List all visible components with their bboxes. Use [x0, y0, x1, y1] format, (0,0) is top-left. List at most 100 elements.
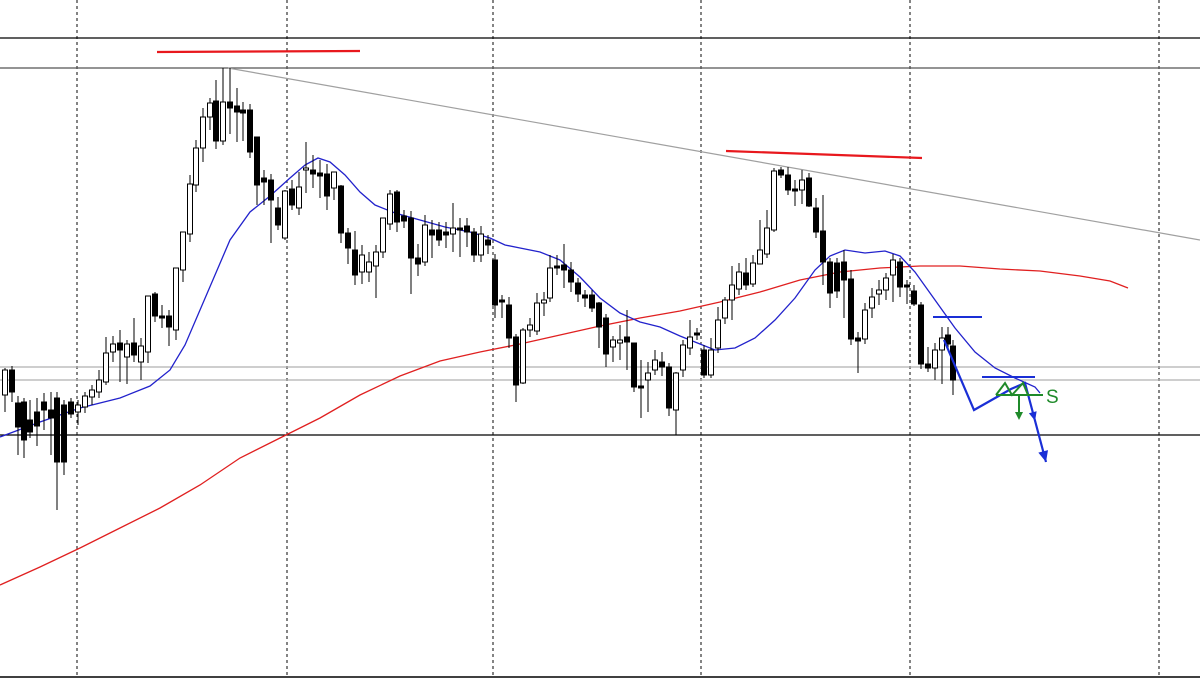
bullish-candle-body — [89, 389, 95, 398]
candle — [708, 338, 714, 378]
bearish-candle-body — [15, 402, 21, 428]
bullish-candle-body — [478, 233, 484, 256]
bearish-candle-body — [429, 229, 435, 236]
candle — [939, 327, 945, 384]
candle — [862, 303, 868, 344]
candle — [945, 327, 951, 350]
bullish-candle-body — [610, 339, 616, 348]
candle — [303, 142, 309, 193]
bearish-candle-body — [234, 105, 240, 113]
bullish-candle-body — [869, 296, 875, 309]
vertical-grid — [76, 0, 1160, 678]
slow-moving-average — [0, 265, 1129, 586]
candle — [729, 266, 735, 320]
candle — [324, 164, 330, 210]
bearish-candle-body — [631, 342, 637, 388]
candle — [27, 400, 33, 438]
candle — [541, 292, 547, 316]
bullish-candle-body — [450, 227, 456, 235]
descending-trendline — [227, 67, 1200, 241]
candle — [932, 343, 938, 380]
bearish-candle-body — [152, 293, 158, 317]
bullish-candle-body — [883, 277, 889, 291]
bearish-candle-body — [568, 269, 574, 283]
bearish-candle-body — [471, 231, 477, 256]
bearish-candle-body — [324, 173, 330, 197]
bullish-candle-body — [138, 345, 144, 363]
bullish-candle-body — [876, 289, 882, 295]
candle — [561, 244, 567, 288]
bearish-candle-body — [694, 332, 700, 336]
candle — [820, 195, 826, 285]
candle — [254, 136, 260, 205]
candle — [911, 285, 917, 306]
candle — [624, 310, 630, 370]
bullish-candle-body — [715, 319, 721, 349]
bearish-candle-body — [213, 100, 219, 142]
bearish-candle-body — [61, 404, 67, 463]
bullish-candle-body — [890, 259, 896, 276]
red-level-markers — [156, 49, 923, 160]
bearish-candle-body — [554, 265, 560, 269]
bullish-candle-body — [373, 251, 379, 267]
bearish-candle-body — [352, 249, 358, 276]
candle — [806, 173, 812, 207]
candle — [200, 108, 206, 162]
candle — [124, 340, 130, 384]
candle — [145, 295, 151, 363]
candle — [547, 255, 553, 302]
bullish-candle-body — [103, 352, 109, 383]
green-down-arrow-icon — [1015, 412, 1023, 420]
candle — [408, 211, 414, 294]
bearish-candle-body — [485, 239, 491, 246]
bullish-candle-body — [547, 267, 553, 299]
candle — [282, 190, 288, 240]
candle — [513, 334, 519, 402]
candle — [380, 217, 386, 258]
bullish-candle-body — [645, 372, 651, 381]
candle — [96, 370, 102, 398]
bullish-candle-body — [673, 372, 679, 411]
candle — [534, 293, 540, 335]
bearish-candle-body — [275, 207, 281, 226]
candle — [764, 210, 770, 258]
candle — [275, 197, 281, 230]
candle — [492, 254, 498, 318]
bullish-candle-body — [124, 343, 130, 358]
bearish-candle-body — [638, 385, 644, 389]
candle — [54, 392, 60, 510]
bullish-candle-body — [303, 167, 309, 171]
candle — [317, 160, 323, 198]
bullish-candle-body — [187, 183, 193, 235]
candle — [897, 258, 903, 297]
bearish-candle-body — [394, 191, 400, 223]
candle — [925, 347, 931, 372]
projected-path — [942, 339, 1048, 463]
candle — [673, 372, 679, 435]
candle — [596, 302, 602, 348]
candle — [834, 258, 840, 298]
candle — [575, 278, 581, 302]
bullish-candle-body — [534, 302, 540, 332]
bullish-candle-body — [207, 102, 213, 118]
bearish-candle-body — [582, 294, 588, 299]
down-arrow-icon — [1028, 411, 1037, 421]
candle — [890, 254, 896, 302]
bearish-candle-body — [401, 215, 407, 222]
bearish-candle-body — [261, 177, 267, 183]
candle — [610, 336, 616, 362]
candle — [82, 392, 88, 413]
candle — [680, 340, 686, 377]
bearish-candle-body — [904, 284, 910, 288]
bearish-candle-body — [743, 272, 749, 286]
candle — [345, 228, 351, 264]
bullish-candle-body — [736, 271, 742, 290]
candle — [401, 210, 407, 228]
bullish-candle-body — [200, 116, 206, 149]
bearish-candle-body — [41, 401, 47, 411]
bearish-candle-body — [159, 315, 165, 319]
bearish-candle-body — [659, 361, 665, 368]
bearish-candle-body — [464, 225, 470, 233]
